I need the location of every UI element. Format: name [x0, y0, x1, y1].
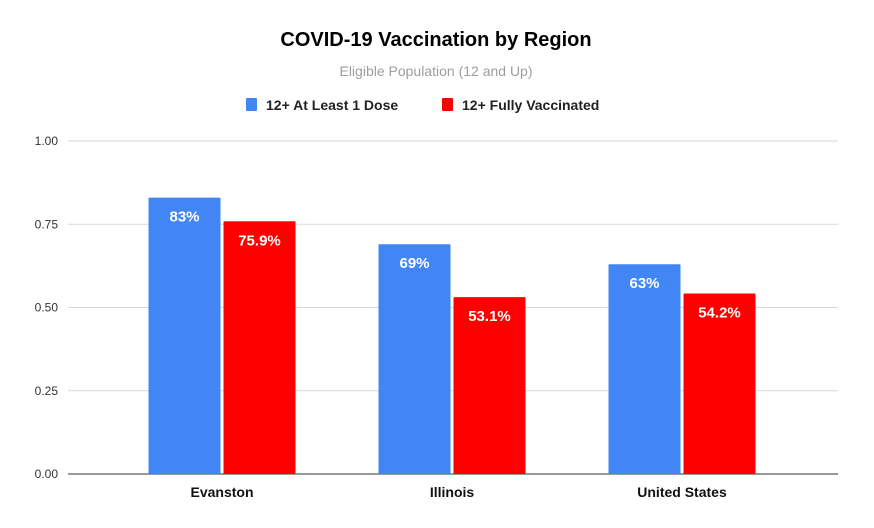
- legend-label-full: 12+ Fully Vaccinated: [462, 97, 599, 113]
- chart-subtitle: Eligible Population (12 and Up): [339, 63, 532, 79]
- y-tick-label: 1.00: [35, 134, 59, 148]
- legend-swatch-full: [442, 98, 453, 111]
- x-category-label: Illinois: [430, 484, 475, 500]
- x-category-label: Evanston: [190, 484, 253, 500]
- legend-label-dose: 12+ At Least 1 Dose: [266, 97, 398, 113]
- y-tick-label: 0.25: [35, 384, 59, 398]
- bar-dose-1: [378, 244, 451, 474]
- legend-swatch-dose: [246, 98, 257, 111]
- data-label: 83%: [169, 209, 199, 226]
- x-category-label: United States: [637, 484, 727, 500]
- chart-title: COVID-19 Vaccination by Region: [280, 29, 591, 51]
- legend: 12+ At Least 1 Dose 12+ Fully Vaccinated: [246, 97, 599, 113]
- y-tick-label: 0.50: [35, 301, 59, 315]
- data-label: 75.9%: [238, 232, 281, 249]
- y-tick-label: 0.00: [35, 467, 59, 481]
- bar-dose-2: [608, 264, 681, 474]
- data-label: 69%: [399, 255, 429, 272]
- bar-full-0: [223, 221, 296, 474]
- bar-dose-0: [148, 197, 221, 475]
- data-label: 54.2%: [698, 305, 741, 322]
- bar-full-2: [683, 293, 756, 474]
- data-label: 63%: [629, 275, 659, 292]
- data-label: 53.1%: [468, 308, 511, 325]
- bar-full-1: [453, 297, 526, 474]
- y-tick-label: 0.75: [35, 217, 59, 231]
